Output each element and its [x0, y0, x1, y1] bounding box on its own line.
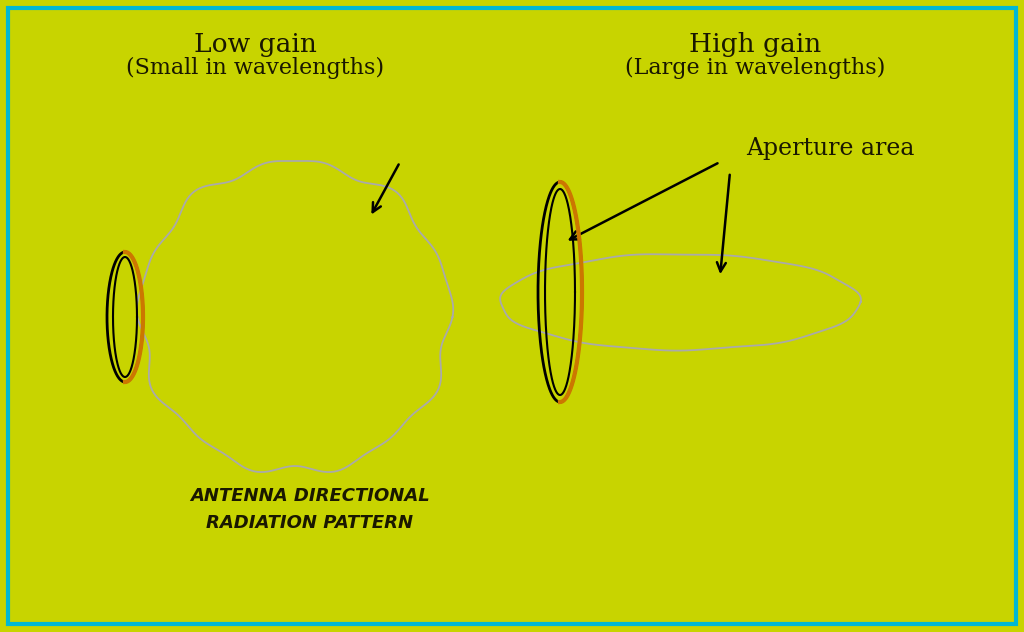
Text: (Large in wavelengths): (Large in wavelengths) — [625, 57, 885, 79]
Text: RADIATION PATTERN: RADIATION PATTERN — [207, 514, 414, 532]
Text: High gain: High gain — [689, 32, 821, 57]
Text: Low gain: Low gain — [194, 32, 316, 57]
Text: Aperture area: Aperture area — [745, 137, 914, 160]
Text: (Small in wavelengths): (Small in wavelengths) — [126, 57, 384, 79]
Text: ANTENNA DIRECTIONAL: ANTENNA DIRECTIONAL — [190, 487, 430, 505]
